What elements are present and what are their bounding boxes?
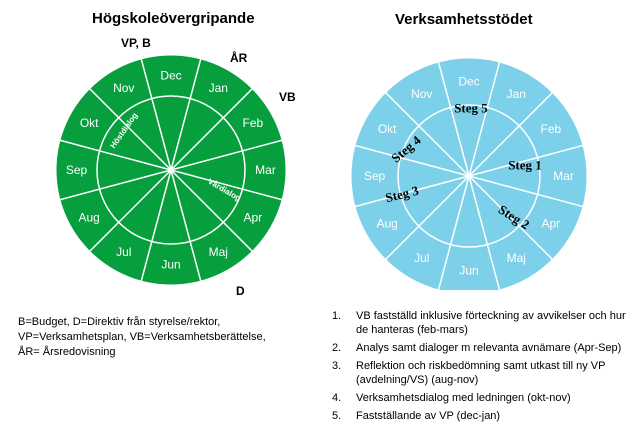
legend-line: ÅR= Årsredovisning: [18, 346, 116, 358]
sector-divider: [140, 169, 172, 282]
sector-divider: [354, 144, 470, 177]
step-number: 2.: [332, 342, 342, 354]
sector-divider: [59, 169, 172, 201]
month-label: Feb: [242, 116, 263, 130]
step-text: VB fastställd inklusive förteckning av a…: [356, 310, 626, 336]
step-text: Verksamhetsdialog med ledningen (okt-nov…: [356, 392, 571, 404]
side-label-ar: ÅR: [230, 51, 248, 65]
month-label: Jun: [459, 264, 478, 278]
step-number: 4.: [332, 392, 342, 404]
month-label: Sep: [364, 169, 386, 183]
month-label: Apr: [243, 210, 262, 224]
step-number: 1.: [332, 310, 342, 322]
month-label: Okt: [378, 122, 397, 136]
sector-divider: [468, 61, 501, 177]
sector-divider: [59, 139, 172, 171]
month-label: Dec: [160, 69, 181, 83]
month-label: Okt: [80, 116, 99, 130]
sector-divider: [140, 58, 172, 171]
legend-line: VP=Verksamhetsplan, VB=Verksamhetsberätt…: [18, 331, 266, 343]
step-item-3: 3. Reflektion och riskbedömning samt utka…: [330, 359, 636, 387]
month-label: Aug: [376, 216, 397, 230]
step-item-2: 2. Analys samt dialoger m relevanta avnäm…: [330, 341, 636, 355]
month-label: Maj: [507, 251, 526, 265]
sector-divider: [437, 175, 470, 290]
month-label: Sep: [66, 163, 88, 177]
step-label-5: Steg 5: [454, 101, 488, 116]
step-text: Reflektion och riskbedömning samt utkast…: [356, 360, 606, 386]
sector-divider: [354, 175, 470, 208]
sector-divider: [385, 175, 470, 260]
month-label: Jun: [161, 258, 180, 272]
sector-divider: [170, 88, 253, 171]
month-label: Jul: [116, 245, 131, 259]
sector-divider: [385, 92, 470, 177]
month-label: Jan: [209, 81, 228, 95]
left-diagram-title: Högskoleövergripande: [92, 10, 255, 27]
sector-divider: [468, 175, 501, 290]
month-label: Dec: [458, 75, 479, 89]
step-item-5: 5. Fastställande av VP (dec-jan): [330, 409, 636, 423]
sector-divider: [89, 169, 172, 252]
sector-divider: [170, 58, 202, 171]
abbreviation-legend: B=Budget, D=Direktiv från styrelse/rekto…: [18, 315, 318, 360]
sector-divider: [468, 175, 584, 208]
step-item-1: 1. VB fastställd inklusive förteckning av…: [330, 309, 636, 337]
step-label-1: Steg 1: [508, 158, 542, 173]
month-label: Jul: [414, 251, 429, 265]
sector-divider: [468, 92, 553, 177]
step-number: 3.: [332, 360, 342, 372]
sector-divider: [437, 61, 470, 177]
month-label: Mar: [255, 163, 276, 177]
step-number: 5.: [332, 410, 342, 422]
inner-ring: [96, 95, 246, 245]
month-label: Aug: [78, 210, 99, 224]
side-label-d: D: [236, 284, 245, 298]
month-label: Maj: [209, 245, 228, 259]
inner-ring: [397, 104, 541, 248]
sector-divider: [170, 169, 283, 201]
month-label: Mar: [553, 169, 574, 183]
step-item-4: 4. Verksamhetsdialog med ledningen (okt-n…: [330, 391, 636, 405]
step-text: Analys samt dialoger m relevanta avnämar…: [356, 342, 622, 354]
right-year-wheel: Jan Feb Mar Apr Maj Jun Jul Aug Sep Okt Nov Dec Steg…: [351, 57, 587, 290]
month-label: Nov: [113, 81, 134, 95]
sector-divider: [170, 169, 253, 252]
sector-divider: [468, 175, 553, 260]
sector-divider: [170, 139, 283, 171]
sector-divider: [170, 169, 202, 282]
month-label: Jan: [507, 87, 526, 101]
legend-line: B=Budget, D=Direktiv från styrelse/rekto…: [18, 316, 221, 328]
side-label-vb: VB: [279, 90, 296, 104]
left-year-wheel: JanFebMarAprMajJunJulAugSepOktNovDecHöst…: [56, 54, 286, 286]
side-label-vp-b: VP, B: [121, 36, 151, 50]
month-label: Nov: [411, 87, 432, 101]
sector-divider: [89, 88, 172, 171]
steps-list: 1. VB fastställd inklusive förteckning av…: [330, 309, 636, 427]
step-text: Fastställande av VP (dec-jan): [356, 410, 501, 422]
sector-divider: [468, 144, 584, 177]
right-diagram-title: Verksamhetsstödet: [395, 11, 533, 28]
month-label: Apr: [541, 216, 560, 230]
month-label: Feb: [540, 122, 561, 136]
